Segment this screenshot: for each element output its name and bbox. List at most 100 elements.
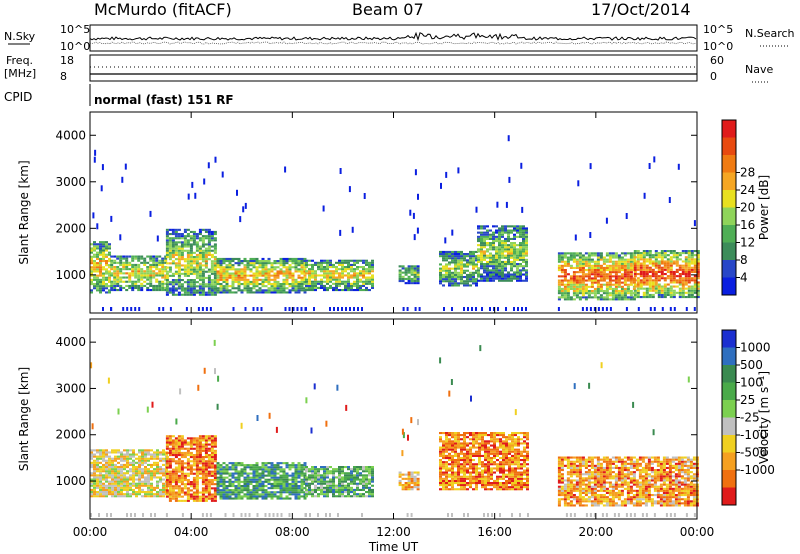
ground-speckle (609, 307, 612, 311)
scatter-cell (599, 266, 603, 269)
scatter-cell (338, 476, 341, 479)
scatter-cell (255, 260, 259, 263)
scatter-cell (90, 291, 93, 294)
scatter-cell (368, 488, 371, 491)
scatter-cell (177, 495, 181, 498)
scatter-cell (356, 478, 359, 481)
ground-speckle (240, 513, 243, 517)
scatter-cell (147, 480, 150, 483)
scatter-cell (153, 468, 156, 471)
freq-label-1: Freq. (6, 54, 33, 67)
scatter-cell (332, 270, 335, 273)
scatter-cell (404, 486, 408, 489)
scatter-cell (317, 268, 320, 271)
scatter-cell (651, 296, 655, 299)
scatter-cell (150, 488, 153, 491)
scatter-cell (457, 253, 460, 256)
scatter-cell (519, 279, 522, 282)
scatter-cell (207, 435, 211, 438)
scatter-cell (365, 484, 368, 487)
scatter-cell (165, 228, 169, 231)
scatter-cell (317, 495, 320, 498)
scatter-cell (681, 260, 685, 263)
scatter-cell (228, 472, 232, 475)
scatter-cell (578, 260, 582, 263)
scatter-cell (445, 267, 448, 270)
scatter-cell (249, 491, 253, 494)
scatter-cell (368, 282, 371, 285)
scatter-cell (234, 478, 238, 481)
scatter-cell (252, 468, 256, 471)
scatter-cell (516, 263, 519, 266)
scatter-cell (311, 466, 314, 469)
scatter-cell (626, 262, 630, 265)
scatter-cell (231, 283, 235, 286)
scatter-cell (587, 296, 591, 299)
scatter-cell (596, 287, 600, 290)
scatter-cell (270, 289, 274, 292)
scatter-cell (636, 293, 640, 296)
scatter-cell (143, 284, 147, 287)
scatter-cell (137, 268, 141, 271)
scatter-cell (143, 272, 147, 275)
scatter-cell (596, 254, 600, 257)
scatter-cell (122, 280, 126, 283)
scatter-cell (314, 284, 317, 287)
scatter-cell (645, 258, 649, 261)
scatter-cell (276, 260, 280, 263)
scatter-cell (282, 476, 286, 479)
scatter-cell (593, 292, 597, 295)
scatter-cell (510, 248, 513, 251)
scatter-cell (255, 274, 259, 277)
scatter-cell (126, 449, 129, 452)
scatter-cell (297, 257, 301, 260)
scatter-cell (216, 289, 220, 292)
scatter-cell (102, 459, 105, 462)
scatter-cell (566, 294, 570, 297)
scatter-cell (243, 470, 247, 473)
scatter-cell (264, 495, 268, 498)
scatter-cell (657, 252, 661, 255)
scatter-cell (439, 255, 442, 258)
scatter-cell (480, 231, 483, 234)
scatter-cell (231, 491, 235, 494)
scatter-cell (507, 275, 510, 278)
scatter-cell (569, 266, 573, 269)
scatter-cell (501, 231, 504, 234)
scatter-cell (93, 480, 96, 483)
scatter-cell (404, 488, 408, 491)
scatter-cell (138, 459, 141, 462)
scatter-cell (240, 470, 244, 473)
scatter-cell (270, 287, 274, 290)
scatter-cell (155, 286, 159, 289)
scatter-cell (204, 235, 208, 238)
scatter-cell (198, 262, 202, 265)
scatter-cell (350, 468, 353, 471)
scatter-cell (255, 283, 259, 286)
ground-speckle (605, 307, 608, 311)
scatter-cell (365, 480, 368, 483)
scatter-cell (684, 296, 688, 299)
scatter-cell (162, 486, 165, 489)
scatter-cell (288, 272, 292, 275)
scatter-cell (210, 462, 214, 465)
scatter-cell (134, 266, 138, 269)
scatter-cell (442, 250, 445, 253)
scatter-cell (305, 466, 308, 469)
scatter-cell (320, 282, 323, 285)
scatter-cell (243, 472, 247, 475)
scatter-cell (617, 279, 621, 282)
scatter-cell (460, 269, 463, 272)
scatter-cell (693, 258, 697, 261)
scatter-cell (305, 476, 308, 479)
scatter-cell (171, 287, 175, 290)
scatter-cell (201, 272, 205, 275)
scatter-cell (338, 480, 341, 483)
scatter-cell (180, 249, 184, 252)
scatter-cell (237, 480, 241, 483)
scatter-cell (171, 285, 175, 288)
scatter-cell (165, 230, 169, 233)
scatter-cell (186, 462, 190, 465)
scatter-cell (113, 268, 117, 271)
scatter-cell (183, 483, 187, 486)
